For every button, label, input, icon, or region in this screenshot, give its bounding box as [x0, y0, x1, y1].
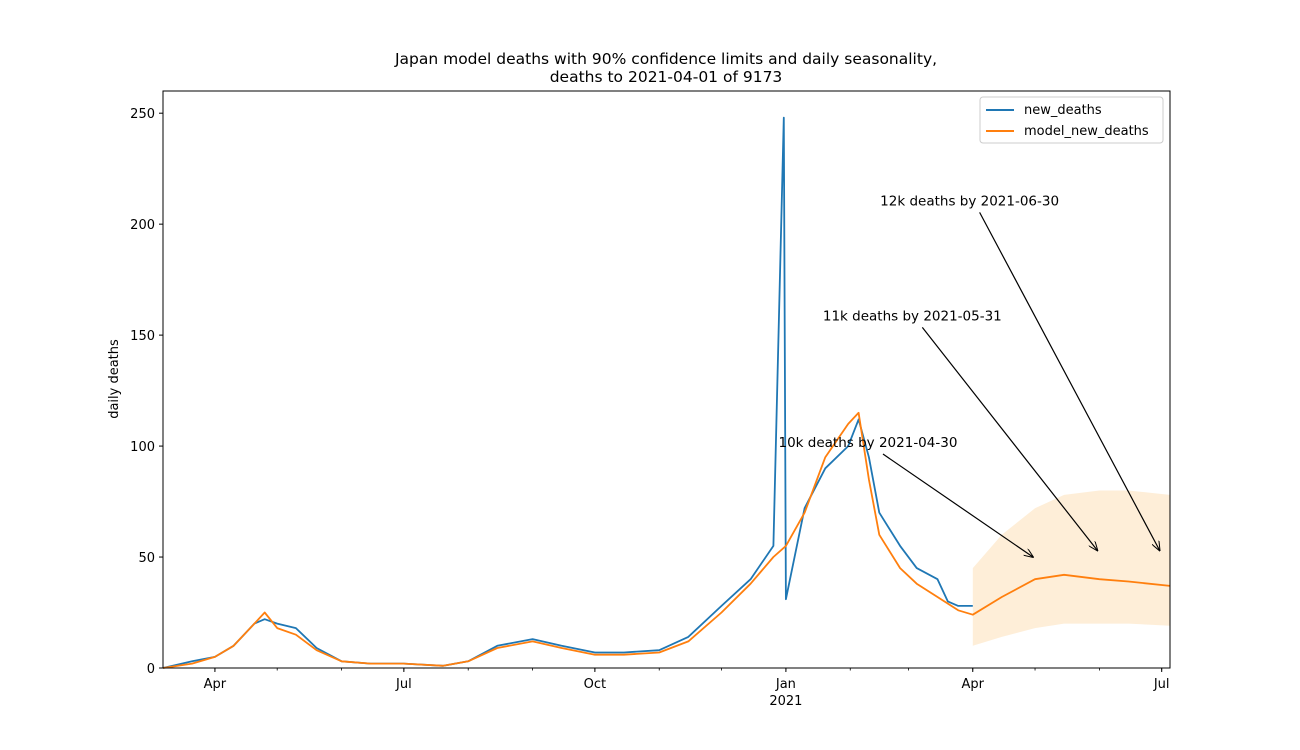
y-tick-label: 200	[130, 218, 155, 233]
y-tick-label: 100	[130, 440, 155, 455]
x-tick-label: Jul	[1153, 677, 1170, 692]
y-tick-label: 150	[130, 329, 155, 344]
annotation-arrow	[921, 327, 1097, 550]
annotation-arrow	[979, 212, 1160, 550]
y-tick-label: 250	[130, 107, 155, 122]
chart-subtitle: deaths to 2021-04-01 of 9173	[550, 68, 783, 86]
x-tick-year-label: 2021	[769, 694, 802, 709]
series-lines	[162, 116, 1171, 669]
chart-title: Japan model deaths with 90% confidence l…	[394, 50, 937, 68]
y-tick-label: 0	[147, 662, 155, 677]
legend-entry-model-new-deaths: model_new_deaths	[1024, 124, 1149, 139]
y-tick-label: 50	[138, 551, 155, 566]
annotation-label: 10k deaths by 2021-04-30	[779, 435, 958, 451]
annotation-label: 11k deaths by 2021-05-31	[823, 308, 1002, 324]
x-tick-label: Jan	[775, 677, 796, 692]
annotation-arrow	[882, 453, 1033, 557]
confidence-band	[972, 490, 1170, 646]
legend: new_deaths model_new_deaths	[979, 96, 1164, 144]
x-tick-label: Apr	[962, 677, 985, 692]
confidence-band-area	[972, 490, 1170, 646]
x-tick-label: Apr	[204, 677, 227, 692]
y-axis-label: daily deaths	[107, 339, 122, 419]
y-axis: 0 50 100 150 200 250	[130, 107, 163, 677]
x-tick-label: Jul	[395, 677, 412, 692]
annotation-label: 12k deaths by 2021-06-30	[880, 193, 1059, 209]
legend-box	[979, 96, 1164, 144]
annotations: 10k deaths by 2021-04-30 11k deaths by 20…	[779, 193, 1160, 557]
series-line-model-new-deaths	[162, 411, 1171, 669]
x-axis: Apr Jul Oct Jan Apr Jul 2021	[204, 668, 1170, 709]
legend-entry-new-deaths: new_deaths	[1024, 103, 1102, 118]
series-line-new-deaths	[162, 116, 973, 669]
x-tick-label: Oct	[584, 677, 606, 692]
plot-frame	[162, 90, 1171, 669]
